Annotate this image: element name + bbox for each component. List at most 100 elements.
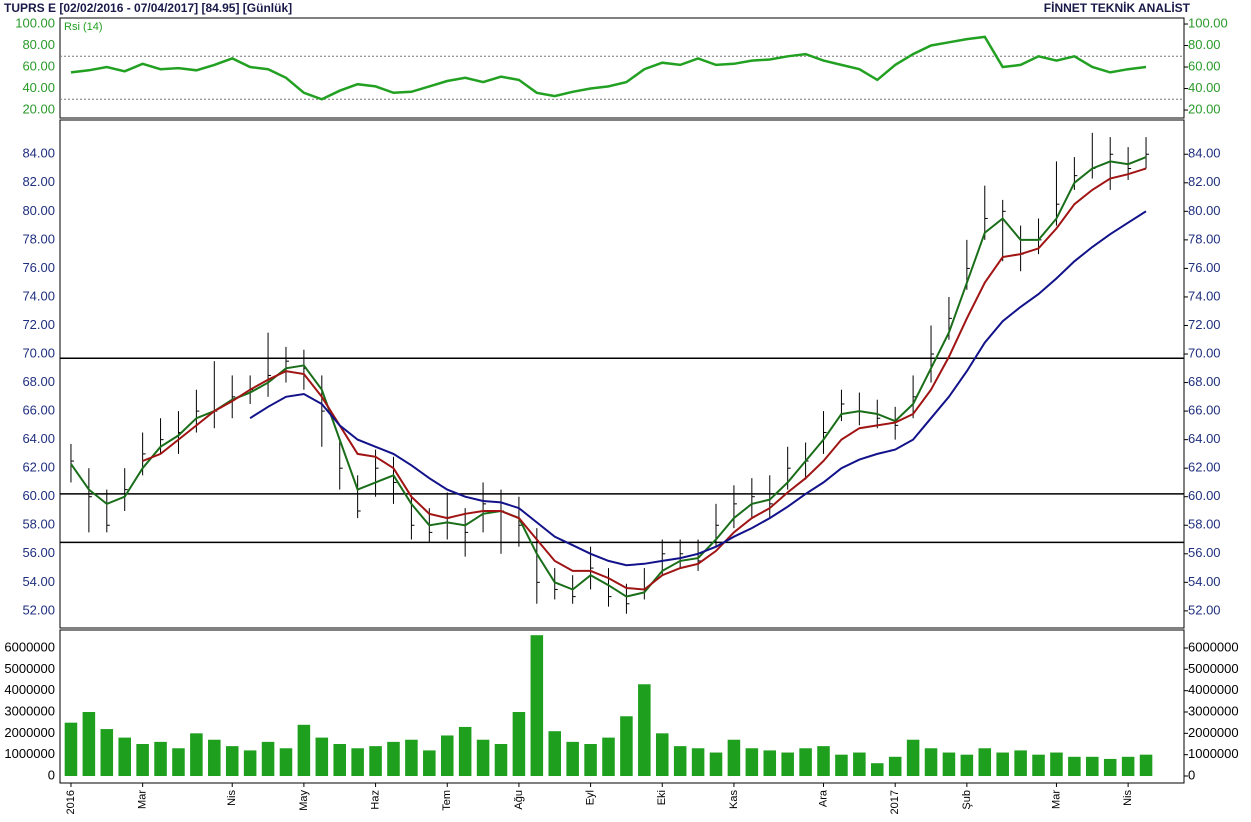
volume-bar	[996, 752, 1009, 776]
y-tick-label: 20.00	[22, 101, 55, 116]
y-tick-label: 68.00	[22, 374, 55, 389]
legend-label: Rsi (14)	[64, 21, 103, 33]
y-tick-label: 84.00	[22, 146, 55, 161]
volume-bar	[154, 741, 167, 776]
volume-bar	[243, 750, 257, 776]
volume-bar	[781, 752, 794, 776]
y-tick-label-right: 76.00	[1188, 260, 1221, 275]
y-tick-label: 76.00	[22, 260, 55, 275]
x-tick-label: Nis	[1122, 790, 1134, 806]
y-tick-label-right: 20.00	[1188, 101, 1221, 116]
volume-bar	[369, 746, 382, 776]
line	[249, 210, 1147, 567]
volume-bar	[906, 739, 920, 776]
volume-bar	[118, 737, 131, 776]
y-tick-label-right: 78.00	[1188, 231, 1221, 246]
y-tick-label: 80.00	[22, 37, 55, 52]
x-tick-label: Ara	[817, 789, 829, 807]
y-tick-label: 1000000	[4, 746, 55, 761]
volume-bar	[225, 746, 239, 776]
volume-bar	[602, 737, 615, 776]
y-tick-label-right: 62.00	[1188, 460, 1221, 475]
y-tick-label-right: 84.00	[1188, 146, 1221, 161]
volume-bar	[1014, 750, 1027, 776]
x-tick-label: Mar	[1050, 790, 1062, 809]
volume-bar	[1032, 754, 1045, 776]
y-tick-label-right: 58.00	[1188, 517, 1221, 532]
y-tick-label: 60.00	[22, 488, 55, 503]
y-tick-label: 58.00	[22, 517, 55, 532]
y-tick-label-right: 40.00	[1188, 80, 1221, 95]
x-tick-label: Eyl	[584, 790, 596, 805]
y-tick-label: 70.00	[22, 345, 55, 360]
y-tick-label-right: 6000000	[1188, 639, 1239, 654]
y-tick-label: 60.00	[22, 58, 55, 73]
y-tick-label-right: 64.00	[1188, 431, 1221, 446]
line	[70, 35, 1147, 101]
volume-bar	[405, 739, 418, 776]
volume-bar	[351, 748, 364, 776]
y-tick-label: 6000000	[4, 639, 55, 654]
x-tick-label: Ağu	[513, 790, 525, 810]
volume-bar	[870, 763, 884, 776]
y-tick-label-right: 80.00	[1188, 203, 1221, 218]
y-tick-label: 52.00	[22, 602, 55, 617]
volume-bar	[727, 739, 741, 776]
y-tick-label: 5000000	[4, 661, 55, 676]
volume-bar	[190, 733, 203, 776]
volume-bar	[208, 739, 221, 776]
volume-bar	[799, 748, 812, 776]
volume-bar	[136, 744, 149, 776]
y-tick-label: 54.00	[22, 574, 55, 589]
volume-bar	[691, 748, 705, 776]
y-tick-label: 3000000	[4, 703, 55, 718]
y-tick-label-right: 56.00	[1188, 545, 1221, 560]
y-tick-label-right: 100.00	[1188, 15, 1228, 30]
volume-bar	[458, 726, 472, 776]
volume-bar	[512, 712, 526, 776]
y-tick-label-right: 2000000	[1188, 725, 1239, 740]
source: FİNNET TEKNİK ANALİST	[1044, 0, 1191, 15]
y-tick-label-right: 82.00	[1188, 174, 1221, 189]
x-tick-label: 2016	[65, 790, 77, 814]
volume-bar	[297, 724, 311, 776]
volume-bar	[709, 752, 723, 776]
volume-bar	[494, 744, 508, 776]
y-tick-label-right: 66.00	[1188, 403, 1221, 418]
volume-bar	[924, 748, 938, 776]
volume-bar	[1086, 756, 1099, 776]
volume-bar	[763, 750, 777, 776]
volume-bar	[1068, 756, 1081, 776]
volume-bar	[333, 744, 347, 776]
y-tick-label-right: 60.00	[1188, 488, 1221, 503]
volume-bar	[835, 754, 848, 776]
volume-bar	[620, 716, 633, 776]
x-tick-label: Eki	[656, 790, 668, 805]
volume-bar	[100, 729, 114, 776]
volume-panel	[59, 629, 1185, 784]
y-tick-label-right: 70.00	[1188, 345, 1221, 360]
x-tick-label: 2017	[889, 790, 901, 814]
x-tick-label: Haz	[369, 790, 381, 810]
y-tick-label: 72.00	[22, 317, 55, 332]
y-tick-label-right: 54.00	[1188, 574, 1221, 589]
y-tick-label: 64.00	[22, 431, 55, 446]
y-tick-label: 82.00	[22, 174, 55, 189]
volume-bar	[279, 748, 293, 776]
volume-bar	[1103, 758, 1117, 776]
y-tick-label-right: 3000000	[1188, 703, 1239, 718]
y-tick-label: 4000000	[4, 682, 55, 697]
volume-bar	[315, 737, 329, 776]
rsi-panel	[59, 17, 1185, 119]
y-tick-label: 100.00	[15, 15, 55, 30]
volume-bar	[1139, 754, 1153, 776]
x-tick-label: May	[298, 790, 310, 811]
y-tick-label-right: 80.00	[1188, 37, 1221, 52]
volume-bar	[476, 739, 490, 776]
volume-bar	[888, 756, 902, 776]
volume-bar	[64, 722, 78, 776]
volume-bar	[655, 733, 669, 776]
chart-title: TUPRS E [02/02/2016 - 07/04/2017] [84.95…	[4, 1, 292, 15]
volume-bar	[566, 741, 579, 776]
